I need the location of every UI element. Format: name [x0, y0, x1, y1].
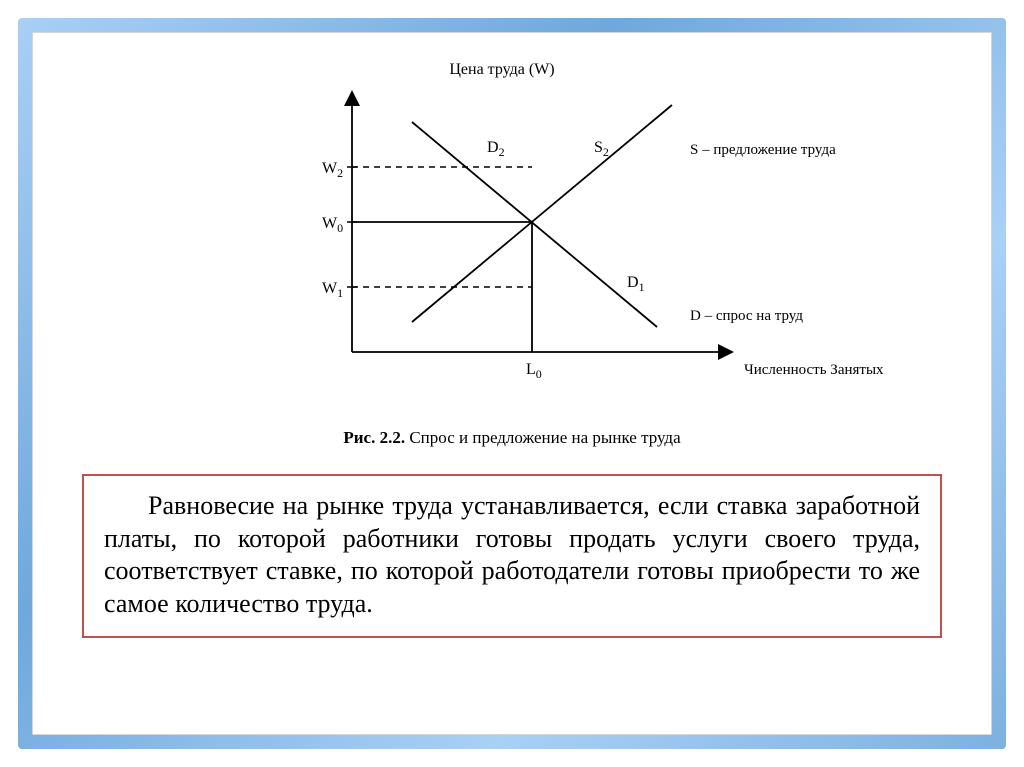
description-paragraph: Равновесие на рынке труда устанавливаетс…: [104, 490, 920, 620]
w2-tick: W2: [322, 160, 343, 180]
w0-tick: W0: [322, 215, 343, 235]
axes: [344, 90, 734, 360]
slide-panel: Цена труда (W): [32, 32, 992, 735]
y-axis-title: Цена труда (W): [449, 61, 554, 78]
slide-frame: Цена труда (W): [18, 18, 1006, 749]
legend-s: S – предложение труда: [690, 142, 836, 158]
d2-label: D2: [487, 139, 505, 159]
l0-tick: L0: [526, 361, 542, 381]
figure-caption: Рис. 2.2. Спрос и предложение на рынке т…: [32, 428, 992, 448]
x-axis-title: Численность Занятых: [744, 362, 884, 378]
chart-svg: Цена труда (W): [292, 52, 912, 412]
caption-prefix: Рис. 2.2.: [343, 428, 405, 447]
demand-line: [412, 122, 657, 327]
d1-label: D1: [627, 274, 645, 294]
s2-label: S2: [594, 139, 609, 159]
description-box: Равновесие на рынке труда устанавливаетс…: [82, 474, 942, 638]
caption-text: Спрос и предложение на рынке труда: [405, 428, 681, 447]
guides: [352, 167, 532, 352]
legend-d: D – спрос на труд: [690, 308, 803, 324]
supply-demand-chart: Цена труда (W): [292, 52, 912, 412]
w1-tick: W1: [322, 280, 343, 300]
